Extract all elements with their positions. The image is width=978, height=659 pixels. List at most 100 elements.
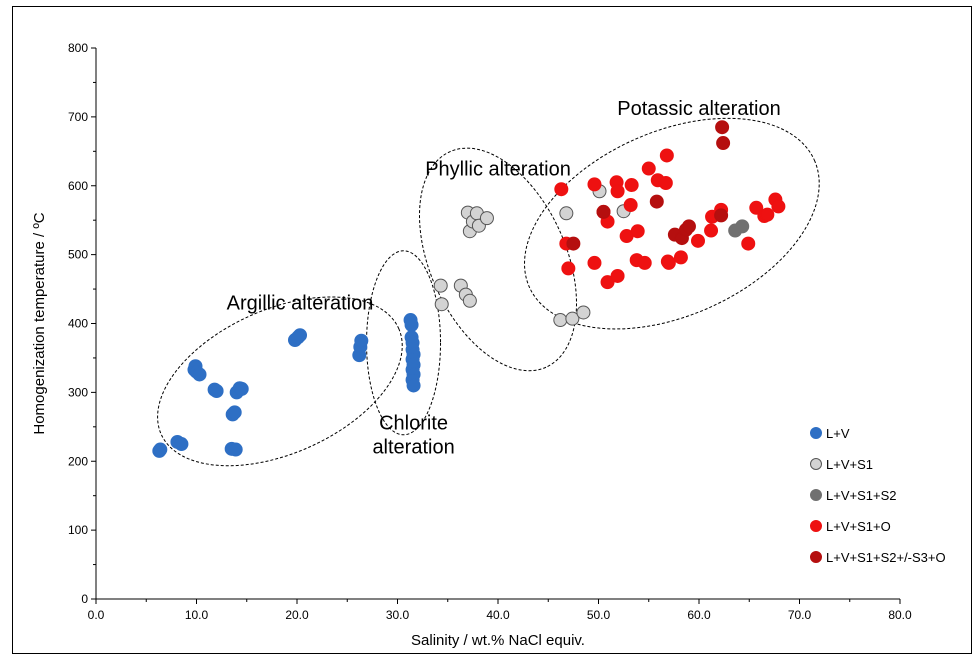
chart-frame <box>12 6 972 654</box>
legend-marker <box>810 551 822 563</box>
phyllic-region <box>418 147 578 372</box>
data-point <box>434 297 449 312</box>
y-tick-label: 200 <box>68 454 88 468</box>
data-point <box>659 148 674 163</box>
legend-label: L+V+S1+O <box>826 519 891 534</box>
data-point <box>610 268 625 283</box>
legend-label: L+V+S1 <box>826 457 873 472</box>
data-point <box>716 136 731 151</box>
series-3 <box>728 219 750 238</box>
data-point <box>623 198 638 213</box>
data-point <box>561 261 576 276</box>
data-point <box>228 442 243 457</box>
data-point <box>673 250 688 265</box>
region-label-line: Argillic alteration <box>227 293 374 315</box>
data-point <box>681 219 696 234</box>
axes: 0 100 200 300 400 500 600 700 800 0.0 10.0 20.0 30.0… <box>68 41 912 622</box>
data-point <box>661 255 676 270</box>
data-point <box>404 317 419 332</box>
y-tick-label: 100 <box>68 523 88 537</box>
region-label: Potassic alteration <box>617 98 780 120</box>
y-tick-label: 300 <box>68 385 88 399</box>
region-label-line: Phyllic alteration <box>425 158 571 180</box>
region-label: Chlorite alteration <box>372 413 454 459</box>
region-label-line: alteration <box>372 437 454 459</box>
legend-marker <box>810 520 822 532</box>
legend: L+V L+V+S1 L+V+S1+S2 L+V+S1+O L+V+S1+S2+/-S3… <box>810 426 946 565</box>
series-4 <box>554 148 786 290</box>
legend-label: L+V+S1+S2+/-S3+O <box>826 550 946 565</box>
data-point <box>630 224 645 239</box>
data-point <box>209 383 224 398</box>
data-point <box>596 204 611 219</box>
data-point <box>576 305 591 320</box>
legend-marker <box>810 458 822 470</box>
data-point <box>760 207 775 222</box>
data-point <box>566 236 581 251</box>
series-5 <box>566 120 731 251</box>
legend-marker <box>810 489 822 501</box>
y-tick-label: 800 <box>68 41 88 55</box>
data-point <box>649 194 664 209</box>
data-point <box>433 278 448 293</box>
region-label-line: Chlorite <box>379 413 448 435</box>
y-tick-label: 700 <box>68 110 88 124</box>
x-tick-label: 60.0 <box>687 608 711 622</box>
data-point <box>658 175 673 190</box>
data-point <box>771 199 786 214</box>
region-label: Phyllic alteration <box>425 158 571 180</box>
data-point <box>293 328 308 343</box>
y-tick-label: 400 <box>68 317 88 331</box>
data-point <box>554 182 569 197</box>
data-point <box>641 161 656 176</box>
data-point <box>462 293 477 308</box>
y-tick-label: 0 <box>81 592 88 606</box>
data-point <box>690 233 705 248</box>
x-tick-label: 50.0 <box>587 608 611 622</box>
x-tick-label: 40.0 <box>486 608 510 622</box>
data-point <box>735 219 750 234</box>
data-point <box>610 184 625 199</box>
legend-marker <box>810 427 822 439</box>
x-axis-title: Salinity / wt.% NaCl equiv. <box>411 632 585 649</box>
data-point <box>587 255 602 270</box>
data-points <box>152 120 786 458</box>
data-point <box>234 381 249 396</box>
x-tick-label: 70.0 <box>788 608 812 622</box>
data-point <box>637 255 652 270</box>
data-point <box>704 223 719 238</box>
x-tick-label: 30.0 <box>386 608 410 622</box>
x-tick-label: 10.0 <box>185 608 209 622</box>
data-point <box>153 442 168 457</box>
data-point <box>553 313 568 328</box>
data-point <box>479 211 494 226</box>
y-axis-title: Homogenization temperature / ºC <box>31 212 48 434</box>
region-labels: Argillic alteration Chlorite alteration Phy… <box>227 98 781 459</box>
alteration-regions <box>157 117 820 467</box>
argillic-region <box>157 296 403 467</box>
data-point <box>714 208 729 223</box>
chlorite-region <box>366 250 442 436</box>
region-label-line: Potassic alteration <box>617 98 780 120</box>
legend-label: L+V+S1+S2 <box>826 488 896 503</box>
data-point <box>174 437 189 452</box>
data-point <box>565 311 580 326</box>
data-point <box>600 275 615 290</box>
data-point <box>715 120 730 135</box>
legend-label: L+V <box>826 426 850 441</box>
potassic-region <box>524 117 820 330</box>
data-point <box>559 206 574 221</box>
data-point <box>227 405 242 420</box>
data-point <box>624 178 639 193</box>
data-point <box>741 236 756 251</box>
x-tick-label: 80.0 <box>888 608 912 622</box>
series-1 <box>152 313 421 458</box>
region-label: Argillic alteration <box>227 293 374 315</box>
x-tick-label: 20.0 <box>285 608 309 622</box>
y-tick-label: 500 <box>68 248 88 262</box>
data-point <box>406 378 421 393</box>
data-point <box>587 177 602 192</box>
x-tick-label: 0.0 <box>88 608 105 622</box>
data-point <box>192 367 207 382</box>
